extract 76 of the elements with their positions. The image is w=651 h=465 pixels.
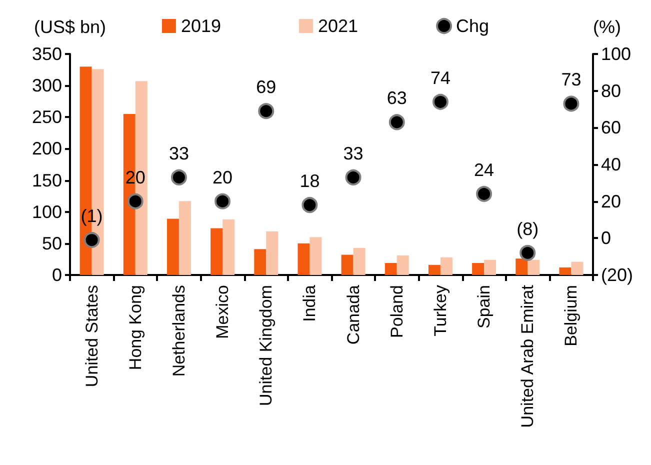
y2-tick-label: 40 [601,154,622,174]
y2-tick-label: 100 [601,44,632,64]
point [388,114,405,130]
y2-tick-label: 60 [601,118,622,138]
bar [559,267,572,275]
data-label: 74 [430,68,450,88]
bar [428,264,440,275]
point [84,232,100,248]
y-tick-label: 150 [32,170,62,190]
data-label: 63 [386,88,407,108]
y-tick-label: 250 [32,107,62,128]
y-tick-label: 350 [32,44,62,64]
bar [484,260,496,275]
x-tick-label: Canada [344,284,363,345]
bar [571,262,584,275]
y2-axis-title: (%) [593,17,621,37]
y2-tick-label: 0 [601,228,612,248]
data-label: 69 [256,77,276,98]
bar [178,201,191,275]
point [127,193,144,210]
y-tick-label: 200 [32,138,62,159]
bar [353,248,366,275]
bar [266,231,278,275]
x-tick-label: Spain [474,285,494,328]
y-axis-title: (US$ bn) [34,17,106,37]
bar [384,263,397,275]
data-label: 20 [212,167,233,188]
point [302,197,318,214]
y-tick-label: 0 [52,265,62,285]
y2-tick-label: 80 [601,80,622,101]
bar [440,257,452,275]
bar [516,258,528,275]
point [214,193,231,210]
point [432,94,448,110]
x-tick-label: United Kingdom [256,285,276,406]
bar [396,255,409,275]
point [476,186,492,202]
y-tick-label: 50 [42,233,62,254]
legend-label: 2021 [318,16,358,36]
legend-label: 2019 [180,16,221,36]
point [345,169,362,186]
data-label: 18 [300,171,320,192]
x-tick-label: India [300,284,320,322]
y-tick-label: 100 [32,202,62,222]
data-label: 24 [474,160,494,180]
data-label: 20 [125,167,146,188]
data-label: (1) [80,206,103,226]
point [170,169,187,186]
data-label: (8) [516,218,539,239]
x-tick-label: United States [82,285,102,388]
bar [341,254,354,275]
data-label: 73 [561,70,582,90]
x-tick-label: Netherlands [169,285,188,377]
data-label: 33 [168,143,189,164]
x-tick-label: Belgium [562,285,581,346]
x-tick-label: Hong Kong [126,285,145,370]
x-tick-label: United Arab Emirat [518,284,538,428]
x-tick-label: Mexico [213,285,232,339]
x-tick-label: Poland [387,285,406,338]
data-label: 33 [343,143,364,164]
y2-tick-label: (20) [601,265,634,285]
y-tick-label: 300 [32,76,62,96]
bar [528,260,540,275]
bar [210,228,223,275]
bar [166,218,179,275]
bar [310,237,322,275]
point [258,103,274,120]
bar [222,219,235,275]
legend-label: Chg [456,16,490,36]
x-tick-label: Turkey [430,284,450,336]
point [563,96,580,112]
bar [254,249,266,275]
bar [472,263,484,275]
point [520,244,536,261]
bar [298,243,310,275]
y2-tick-label: 20 [601,191,622,212]
